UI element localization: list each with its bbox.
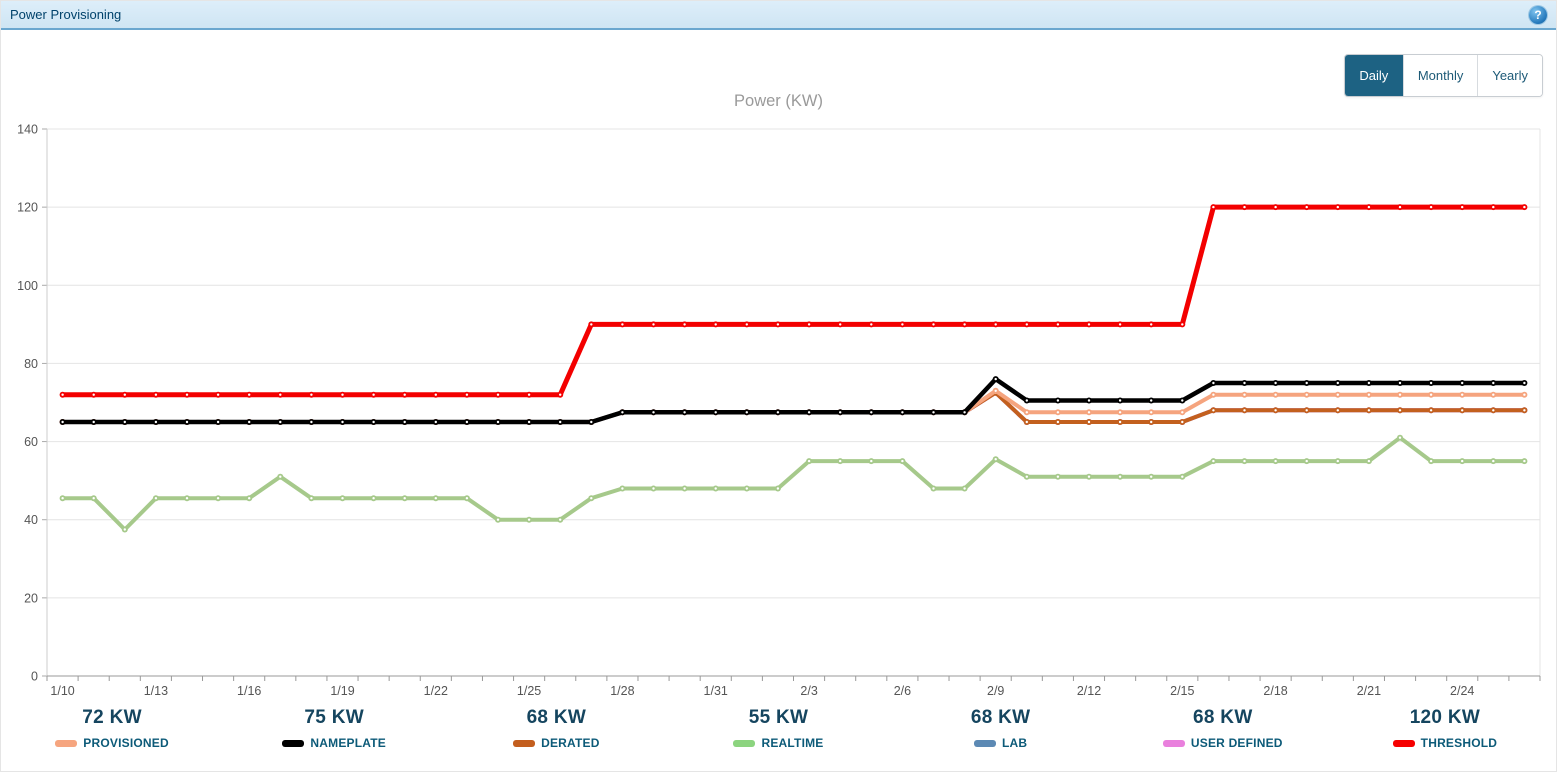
legend-item-threshold[interactable]: 120 KW THRESHOLD <box>1334 705 1556 750</box>
legend-item-user-defined[interactable]: 68 KW USER DEFINED <box>1112 705 1334 750</box>
x-axis-label: 1/22 <box>424 684 448 698</box>
title-bar: Power Provisioning ? <box>1 1 1556 30</box>
chart-title: Power (KW) <box>734 92 823 110</box>
series-line-nameplate <box>60 376 1527 425</box>
daily-button[interactable]: Daily <box>1344 55 1403 96</box>
y-axis-label: 60 <box>24 435 38 449</box>
x-axis-label: 2/15 <box>1170 684 1194 698</box>
chart-legend: 72 KW PROVISIONED 75 KW NAMEPLATE 68 KW DERAT… <box>1 705 1556 750</box>
legend-item-provisioned[interactable]: 72 KW PROVISIONED <box>1 705 223 750</box>
period-toggle-group: Daily Monthly Yearly <box>1343 54 1543 97</box>
legend-kw-value: 120 KW <box>1409 707 1481 728</box>
legend-label: DERATED <box>541 736 600 750</box>
x-axis-label: 1/25 <box>517 684 541 698</box>
legend-item-derated[interactable]: 68 KW DERATED <box>445 705 667 750</box>
x-axis-label: 1/10 <box>50 684 74 698</box>
power-line-chart[interactable]: 0 20 40 60 80 100 120 140 1/10 1/13 1/16 1/19 1/22 1/… <box>1 1 1557 701</box>
x-axis-label: 2/18 <box>1263 684 1287 698</box>
y-axis-label: 100 <box>17 279 38 293</box>
x-axis-label: 2/6 <box>894 684 911 698</box>
legend-item-nameplate[interactable]: 75 KW NAMEPLATE <box>223 705 445 750</box>
x-axis-label: 1/31 <box>704 684 728 698</box>
legend-swatch <box>1162 739 1185 747</box>
series-line-threshold <box>60 204 1527 398</box>
x-axis-label: 2/24 <box>1450 684 1474 698</box>
x-axis-label: 2/12 <box>1077 684 1101 698</box>
x-axis-label: 2/3 <box>800 684 817 698</box>
legend-kw-value: 55 KW <box>748 707 809 728</box>
y-axis-label: 120 <box>17 201 38 215</box>
x-axis-label: 1/13 <box>144 684 168 698</box>
legend-swatch <box>55 739 78 747</box>
legend-label: REALTIME <box>761 736 824 750</box>
monthly-button[interactable]: Monthly <box>1402 55 1478 96</box>
help-icon[interactable]: ? <box>1529 5 1547 24</box>
legend-label: LAB <box>1002 736 1028 750</box>
legend-kw-value: 72 KW <box>82 707 142 728</box>
x-axis-label: 1/19 <box>330 684 354 698</box>
legend-kw-value: 68 KW <box>526 707 587 728</box>
series-line-realtime <box>60 435 1527 532</box>
legend-swatch <box>513 739 536 747</box>
x-axis-label: 1/28 <box>610 684 634 698</box>
y-axis-label: 40 <box>24 513 38 527</box>
legend-label: THRESHOLD <box>1420 736 1498 750</box>
legend-label: PROVISIONED <box>83 736 169 750</box>
legend-swatch <box>974 739 996 747</box>
legend-kw-value: 68 KW <box>970 707 1031 728</box>
y-axis-label: 0 <box>31 670 38 684</box>
legend-item-realtime[interactable]: 55 KW REALTIME <box>667 705 889 750</box>
legend-kw-value: 68 KW <box>1192 707 1253 728</box>
yearly-button[interactable]: Yearly <box>1477 55 1542 96</box>
y-axis-label: 20 <box>24 591 38 605</box>
legend-swatch <box>733 739 756 747</box>
legend-kw-value: 75 KW <box>304 707 364 728</box>
x-axis-label: 2/21 <box>1357 684 1381 698</box>
legend-item-lab[interactable]: 68 KW LAB <box>890 705 1112 750</box>
y-axis-label: 140 <box>17 123 38 137</box>
legend-swatch <box>1392 739 1415 747</box>
legend-label: USER DEFINED <box>1190 736 1283 750</box>
legend-label: NAMEPLATE <box>310 736 386 750</box>
x-axis-label: 1/16 <box>237 684 261 698</box>
y-axis-label: 80 <box>24 357 38 371</box>
legend-swatch <box>282 739 305 747</box>
x-axis-label: 2/9 <box>987 684 1004 698</box>
page-title: Power Provisioning <box>10 7 122 22</box>
